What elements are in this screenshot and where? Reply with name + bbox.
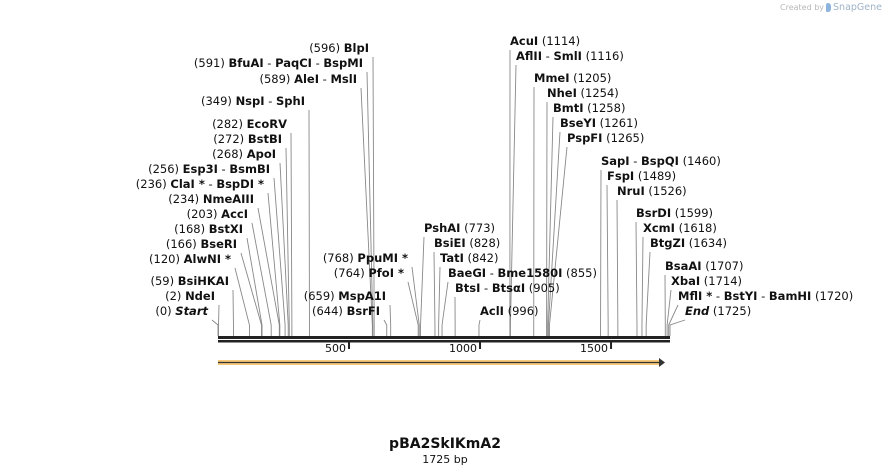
feature-arrowhead-icon: [659, 358, 665, 367]
site-label[interactable]: TatI (842): [440, 251, 499, 265]
ruler-tick-label: 500: [325, 342, 346, 355]
watermark-brand: SnapGene: [833, 2, 882, 13]
ruler-tick-label: 1000: [449, 342, 477, 355]
site-label[interactable]: BseYI (1261): [560, 116, 638, 130]
site-leader-line: [257, 207, 280, 336]
site-label[interactable]: BtgZI (1634): [650, 236, 727, 250]
site-leader-line: [366, 71, 374, 336]
site-label[interactable]: (659) MspA1I: [304, 289, 386, 303]
snapgene-watermark: Created by SnapGene: [780, 2, 882, 13]
site-label[interactable]: BsaAI (1707): [665, 259, 743, 273]
site-label[interactable]: BsiEI (828): [434, 236, 500, 250]
site-label[interactable]: (596) BlpI: [309, 41, 369, 55]
sequence-ruler: 500 1000 1500: [218, 336, 670, 355]
site-label[interactable]: (591) BfuAI - PaqCI - BspMI: [194, 56, 363, 70]
site-leader-line: [411, 266, 420, 336]
feature-arrow[interactable]: [218, 358, 665, 367]
site-label[interactable]: AclI (996): [480, 304, 539, 318]
ruler-tick: [348, 342, 351, 349]
site-leader-line: [290, 132, 293, 336]
site-leader-line: [240, 252, 262, 336]
site-leader-line: [547, 131, 561, 336]
site-label[interactable]: (268) ApoI: [212, 147, 276, 161]
site-leader-line: [246, 237, 263, 336]
site-label[interactable]: (2) NdeI: [165, 289, 215, 303]
site-label[interactable]: NheI (1254): [547, 86, 619, 100]
site-label[interactable]: XbaI (1714): [671, 274, 742, 288]
site-leader-line: [438, 266, 441, 336]
site-label[interactable]: (236) ClaI * - BspDI *: [136, 177, 264, 191]
site-leader-line: [669, 319, 686, 336]
ruler-tick: [610, 342, 613, 349]
site-label[interactable]: (166) BseRI: [166, 237, 237, 251]
site-label[interactable]: (168) BstXI: [174, 222, 243, 236]
site-leader-line: [383, 319, 388, 336]
site-label[interactable]: PshAI (773): [424, 221, 495, 235]
ruler-tick-label: 1500: [580, 342, 608, 355]
site-label[interactable]: (282) EcoRV: [212, 117, 287, 131]
site-leader-line: [509, 64, 517, 336]
site-label[interactable]: (234) NmeAIII: [168, 192, 254, 206]
site-label[interactable]: (59) BsiHKAI: [150, 274, 229, 288]
site-leader-line: [234, 267, 250, 336]
ruler-tick: [479, 342, 482, 349]
snapgene-logo-icon: [826, 3, 832, 12]
site-leader-line: [273, 177, 286, 336]
site-label[interactable]: SapI - BspQI (1460): [601, 154, 721, 168]
site-leader-line: [441, 281, 449, 336]
site-leader-line: [666, 289, 672, 336]
site-label[interactable]: MmeI (1205): [534, 71, 611, 85]
site-leader-line: [606, 184, 609, 336]
site-label[interactable]: (256) Esp3I - BsmBI: [148, 162, 270, 176]
site-label[interactable]: XcmI (1618): [643, 221, 717, 235]
site-leader-line: [372, 56, 375, 336]
site-leader-line: [360, 87, 373, 336]
site-leader-line: [549, 146, 568, 336]
site-label[interactable]: (0) Start: [155, 304, 208, 318]
site-leader-line: [433, 251, 436, 336]
site-label[interactable]: BaeGI - Bme1580I (855): [448, 266, 597, 280]
site-label[interactable]: (764) PfoI *: [334, 266, 404, 280]
sequence-length: 1725 bp: [422, 453, 468, 466]
site-label[interactable]: (589) AleI - MslI: [260, 72, 358, 86]
site-label[interactable]: (120) AlwNI *: [149, 252, 231, 266]
site-leader-line: [668, 304, 679, 336]
site-leader-line: [641, 236, 644, 336]
watermark-prefix: Created by: [780, 3, 825, 12]
site-label[interactable]: (203) AccI: [187, 207, 248, 221]
site-leader-line: [407, 281, 419, 336]
site-leader-line: [420, 236, 425, 336]
site-leader-line: [635, 221, 638, 336]
site-label[interactable]: PspFI (1265): [567, 131, 644, 145]
site-label[interactable]: BtsI - BtsαI (905): [455, 281, 560, 295]
site-leader-line: [478, 319, 481, 336]
site-label[interactable]: (644) BsrFI: [312, 304, 380, 318]
site-labels: (596) BlpI(591) BfuAI - PaqCI - BspMI (58…: [136, 34, 853, 318]
ruler-bar-bottom: [218, 340, 670, 343]
leader-lines: [211, 49, 686, 336]
site-leader-line: [547, 116, 554, 336]
site-leader-line: [267, 192, 281, 336]
ruler-bar-top: [218, 336, 670, 339]
site-label[interactable]: NruI (1526): [617, 184, 687, 198]
site-leader-line: [211, 319, 219, 336]
site-leader-line: [279, 162, 289, 336]
site-leader-line: [285, 147, 290, 336]
site-label[interactable]: (349) NspI - SphI: [201, 94, 305, 108]
site-label[interactable]: End (1725): [685, 304, 751, 318]
site-leader-line: [645, 251, 651, 336]
site-leader-line: [251, 222, 272, 336]
site-leader-line: [389, 304, 392, 336]
sequence-name: pBA2SkIKmA2: [389, 436, 501, 452]
site-label[interactable]: BsrDI (1599): [636, 206, 713, 220]
site-label[interactable]: AcuI (1114): [510, 34, 580, 48]
site-label[interactable]: AflII - SmlI (1116): [516, 49, 624, 63]
site-label[interactable]: FspI (1489): [607, 169, 676, 183]
site-label[interactable]: (272) BstBI: [213, 132, 282, 146]
site-leader-line: [616, 199, 619, 336]
site-label[interactable]: MflI * - BstYI - BamHI (1720): [678, 289, 853, 303]
site-label[interactable]: BmtI (1258): [553, 101, 625, 115]
site-label[interactable]: (768) PpuMI *: [323, 251, 408, 265]
